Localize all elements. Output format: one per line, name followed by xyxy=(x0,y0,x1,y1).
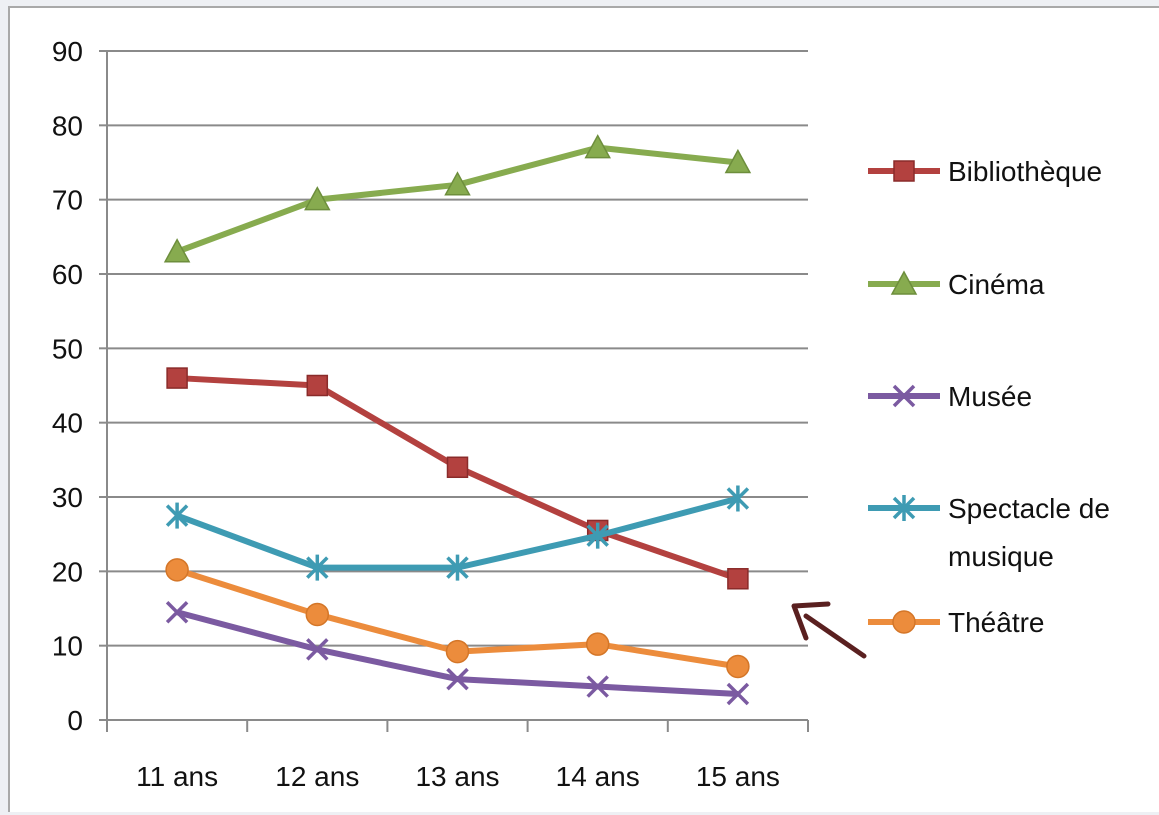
data-point xyxy=(306,374,329,397)
data-point xyxy=(446,554,469,581)
data-point xyxy=(446,456,469,479)
data-point xyxy=(586,675,609,698)
legend-label: Bibliothèque xyxy=(948,156,1102,187)
x-tick-label: 14 ans xyxy=(556,761,640,792)
legend-marker xyxy=(892,495,916,521)
data-point xyxy=(305,602,330,627)
data-point xyxy=(726,485,750,512)
data-point xyxy=(444,171,471,196)
data-point xyxy=(726,654,750,679)
y-tick-label: 60 xyxy=(52,259,83,290)
data-point xyxy=(726,682,750,706)
y-tick-label: 40 xyxy=(52,408,83,439)
legend-label: Cinéma xyxy=(948,269,1045,300)
y-tick-label: 50 xyxy=(52,333,83,364)
y-tick-label: 10 xyxy=(52,631,83,662)
legend-label: musique xyxy=(948,541,1054,572)
legend-item: Théâtre xyxy=(868,607,1045,638)
legend-item: Bibliothèque xyxy=(868,156,1102,187)
annotation-arrow-shaft xyxy=(803,613,867,659)
legend-item: Spectacle de musique xyxy=(868,493,1110,572)
legend-label: Spectacle de xyxy=(948,493,1110,524)
data-point xyxy=(724,148,752,174)
legend-marker xyxy=(893,160,915,182)
data-point xyxy=(165,558,189,582)
data-point xyxy=(165,502,189,529)
legend-marker xyxy=(890,270,918,295)
data-point xyxy=(445,639,470,664)
data-point xyxy=(585,632,610,656)
x-tick-label: 11 ans xyxy=(136,761,218,792)
y-tick-label: 0 xyxy=(67,705,83,736)
data-point xyxy=(306,638,329,661)
y-tick-label: 30 xyxy=(52,482,83,513)
axes: 0 10 20 30 40 50 60 70 80 90 11 ans 12 ans 13 ans 14 … xyxy=(52,36,809,792)
y-tick-label: 20 xyxy=(52,556,83,587)
line-chart: 0 10 20 30 40 50 60 70 80 90 11 ans 12 ans 13 ans 14 … xyxy=(52,36,1110,792)
legend-label: Théâtre xyxy=(948,607,1045,638)
y-tick-label: 90 xyxy=(52,36,83,67)
legend-marker xyxy=(892,610,916,634)
data-point xyxy=(304,186,331,211)
data-point xyxy=(586,522,609,549)
legend-marker xyxy=(892,384,916,408)
annotation-arrow-head xyxy=(791,601,831,641)
data-point xyxy=(163,238,191,263)
legend-label: Musée xyxy=(948,381,1032,412)
data-point xyxy=(446,667,469,691)
legend: Bibliothèque Cinéma Musée Spectacle de musiq… xyxy=(868,156,1110,638)
data-point xyxy=(165,600,189,624)
y-tick-label: 80 xyxy=(52,110,83,141)
data-point xyxy=(727,568,749,590)
data-point xyxy=(166,367,188,389)
data-point xyxy=(306,554,329,581)
legend-item: Cinéma xyxy=(868,269,1045,300)
gridlines xyxy=(107,50,808,647)
series xyxy=(163,134,752,706)
legend-item: Musée xyxy=(868,381,1032,412)
x-tick-label: 12 ans xyxy=(275,761,359,792)
x-tick-label: 13 ans xyxy=(415,761,499,792)
y-tick-label: 70 xyxy=(52,185,83,216)
chart-frame: 0 10 20 30 40 50 60 70 80 90 11 ans 12 ans 13 ans 14 … xyxy=(8,6,1159,812)
annotation xyxy=(791,601,867,659)
x-tick-label: 15 ans xyxy=(696,761,780,792)
data-point xyxy=(584,134,611,159)
